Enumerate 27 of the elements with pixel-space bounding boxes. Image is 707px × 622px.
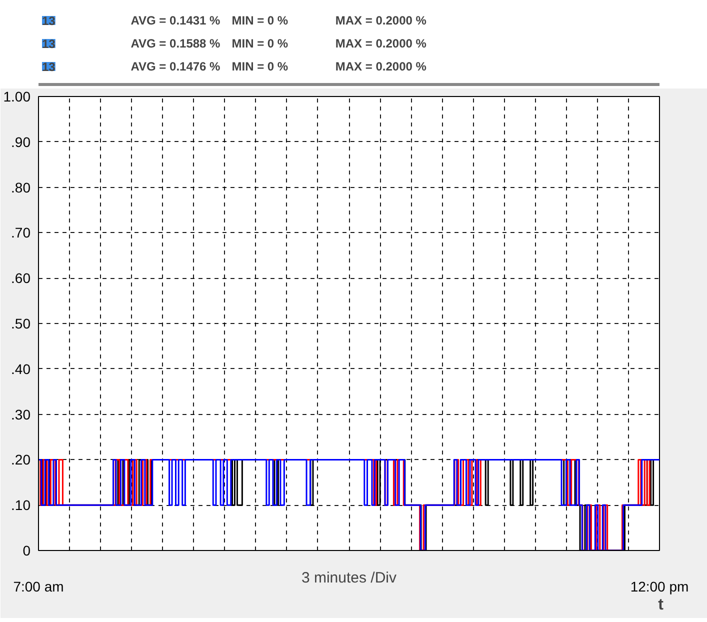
y-tick-label: .60 <box>11 270 31 286</box>
text: MIN = 0 % <box>232 14 288 28</box>
y-tick-label: .30 <box>11 406 31 422</box>
text: MAX = 0.2000 % <box>335 60 427 74</box>
y-tick-label: .20 <box>11 452 31 468</box>
y-tick-label: 0 <box>22 542 31 558</box>
text: t <box>658 596 664 614</box>
y-tick-label: .90 <box>11 134 31 150</box>
text: AVG = 0.1431 % <box>130 14 221 28</box>
y-tick-label: 1.00 <box>3 88 31 104</box>
text: AVG = 0.1476 % <box>130 60 221 74</box>
y-tick-label: .80 <box>11 179 31 196</box>
text: MAX = 0.2000 % <box>335 14 427 28</box>
y-tick-label: .70 <box>11 224 31 241</box>
y-tick-label: .10 <box>11 497 31 514</box>
y-tick-label: .50 <box>11 316 31 332</box>
text: MIN = 0 % <box>232 36 288 50</box>
text: 13 <box>42 37 56 51</box>
text: MAX = 0.2000 % <box>335 36 427 50</box>
text: 13 <box>42 60 56 74</box>
x-tick-label: 7:00 am <box>13 578 64 594</box>
text: AVG = 0.1588 % <box>130 36 221 50</box>
text: 13 <box>42 14 56 28</box>
x-tick-label: 12:00 pm <box>630 578 689 594</box>
text: MIN = 0 % <box>232 60 288 74</box>
x-axis-title: 3 minutes /Div <box>301 570 398 586</box>
y-tick-label: .40 <box>11 360 31 377</box>
